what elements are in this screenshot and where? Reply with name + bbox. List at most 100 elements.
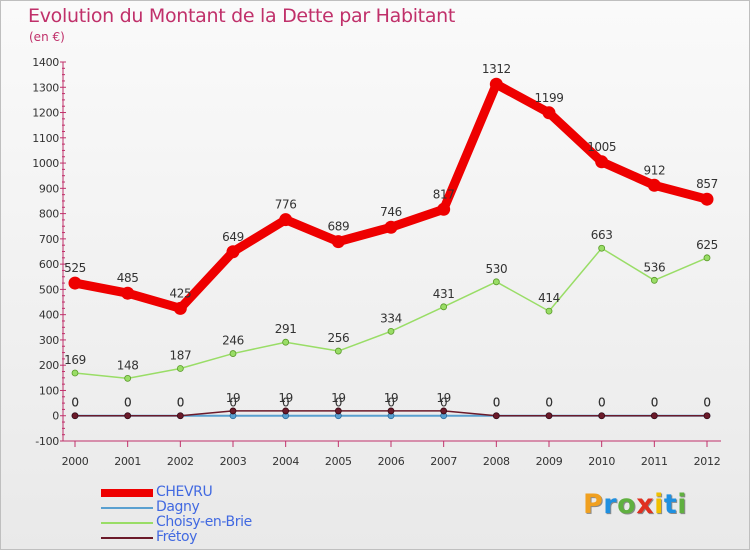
y-tick-label: 900 [39, 182, 59, 195]
data-point-choisy-en-brie [229, 350, 237, 357]
data-point-fretoy [124, 412, 132, 420]
x-tick-label: 2008 [483, 455, 510, 468]
y-tick-label: 1000 [32, 157, 59, 170]
data-label-chevru: 776 [275, 198, 297, 212]
data-label-dagny: 0 [598, 396, 605, 410]
data-label-chevru: 485 [117, 271, 139, 285]
data-label-fretoy: 0 [124, 396, 131, 410]
y-tick-label: 500 [39, 283, 59, 296]
data-label-choisy-en-brie: 291 [275, 322, 297, 336]
data-label-fretoy: 0 [598, 396, 605, 410]
data-label-fretoy: 19 [331, 391, 345, 405]
y-tick-label: 300 [39, 334, 59, 347]
data-label-chevru: 1199 [535, 91, 564, 105]
legend-swatch-chevru [101, 489, 153, 497]
x-tick-label: 2004 [272, 455, 299, 468]
data-label-dagny: 0 [387, 396, 394, 410]
data-label-choisy-en-brie: 536 [643, 260, 665, 274]
y-tick-label: 1400 [32, 56, 59, 69]
data-label-choisy-en-brie: 414 [538, 291, 560, 305]
data-point-fretoy [650, 412, 658, 420]
axes: -100010020030040050060070080090010001100… [32, 56, 721, 468]
data-point-fretoy [176, 412, 184, 420]
chart-title: Evolution du Montant de la Dette par Hab… [28, 5, 456, 27]
data-point-chevru [700, 192, 714, 206]
data-label-dagny: 0 [335, 396, 342, 410]
data-label-dagny: 0 [282, 396, 289, 410]
x-tick-label: 2007 [430, 455, 457, 468]
data-point-fretoy [545, 412, 553, 420]
data-label-choisy-en-brie: 334 [380, 311, 402, 325]
data-label-choisy-en-brie: 663 [591, 228, 613, 242]
data-point-fretoy [282, 407, 290, 415]
data-label-fretoy: 19 [436, 391, 450, 405]
data-label-fretoy: 19 [226, 391, 240, 405]
data-point-fretoy [598, 412, 606, 420]
data-label-chevru: 689 [327, 220, 349, 234]
data-label-choisy-en-brie: 431 [433, 287, 455, 301]
series-line-chevru [70, 79, 712, 313]
data-point-chevru [437, 202, 451, 216]
data-point-choisy-en-brie [124, 374, 132, 382]
x-tick-label: 2000 [62, 455, 89, 468]
x-tick-label: 2005 [325, 455, 352, 468]
data-label-dagny: 0 [124, 396, 131, 410]
y-tick-label: 400 [39, 309, 59, 322]
data-point-choisy-en-brie [703, 254, 711, 262]
data-label-fretoy: 0 [651, 396, 658, 410]
data-label-choisy-en-brie: 246 [222, 334, 244, 348]
data-label-dagny: 0 [71, 396, 78, 410]
data-point-chevru [279, 213, 293, 227]
logo-letter: i [677, 489, 688, 520]
y-tick-label: 1300 [32, 81, 59, 94]
data-label-dagny: 0 [703, 396, 710, 410]
y-tick-label: 1100 [32, 132, 59, 145]
data-point-fretoy [71, 412, 79, 420]
data-point-chevru [489, 77, 503, 91]
chart-subtitle: (en €) [29, 30, 65, 44]
legend-label-chevru: CHEVRU [156, 484, 213, 500]
data-point-chevru [68, 276, 82, 290]
y-tick-label: 800 [39, 208, 59, 221]
data-point-choisy-en-brie [71, 369, 79, 377]
data-label-chevru: 912 [643, 163, 665, 177]
data-label-fretoy: 19 [278, 391, 292, 405]
data-label-dagny: 0 [177, 396, 184, 410]
proxiti-logo: Proxiti [583, 489, 687, 520]
data-label-chevru: 649 [222, 230, 244, 244]
data-label-dagny: 0 [229, 396, 236, 410]
data-point-fretoy [440, 407, 448, 415]
data-point-choisy-en-brie [440, 303, 448, 311]
data-point-chevru [595, 155, 609, 169]
legend-label-choisy-en-brie: Choisy-en-Brie [156, 514, 252, 530]
logo-letter: r [603, 489, 618, 520]
x-tick-label: 2010 [588, 455, 615, 468]
y-tick-label: 1200 [32, 107, 59, 120]
data-label-fretoy: 0 [71, 396, 78, 410]
data-label-dagny: 0 [493, 396, 500, 410]
y-tick-label: -100 [35, 435, 59, 448]
data-point-chevru [331, 235, 345, 249]
data-point-chevru [121, 286, 135, 300]
data-label-choisy-en-brie: 530 [485, 262, 507, 276]
data-label-fretoy: 0 [703, 396, 710, 410]
logo-letter: o [617, 489, 637, 520]
y-tick-label: 0 [52, 410, 59, 423]
series-lines [70, 79, 712, 417]
data-point-choisy-en-brie [545, 307, 553, 315]
logo-letter: x [636, 489, 655, 520]
data-label-chevru: 1005 [587, 140, 616, 154]
y-tick-label: 600 [39, 258, 59, 271]
data-point-choisy-en-brie [282, 338, 290, 346]
x-tick-label: 2001 [114, 455, 141, 468]
x-tick-label: 2011 [641, 455, 668, 468]
y-tick-label: 100 [39, 384, 59, 397]
logo-letter: t [663, 489, 678, 520]
data-point-chevru [384, 220, 398, 234]
data-point-choisy-en-brie [334, 347, 342, 355]
x-tick-label: 2002 [167, 455, 194, 468]
value-labels: 169 148 187 246 291 256 334 431 530 414 663 536 625 0… [64, 62, 718, 409]
data-point-fretoy [334, 407, 342, 415]
data-label-chevru: 857 [696, 177, 718, 191]
